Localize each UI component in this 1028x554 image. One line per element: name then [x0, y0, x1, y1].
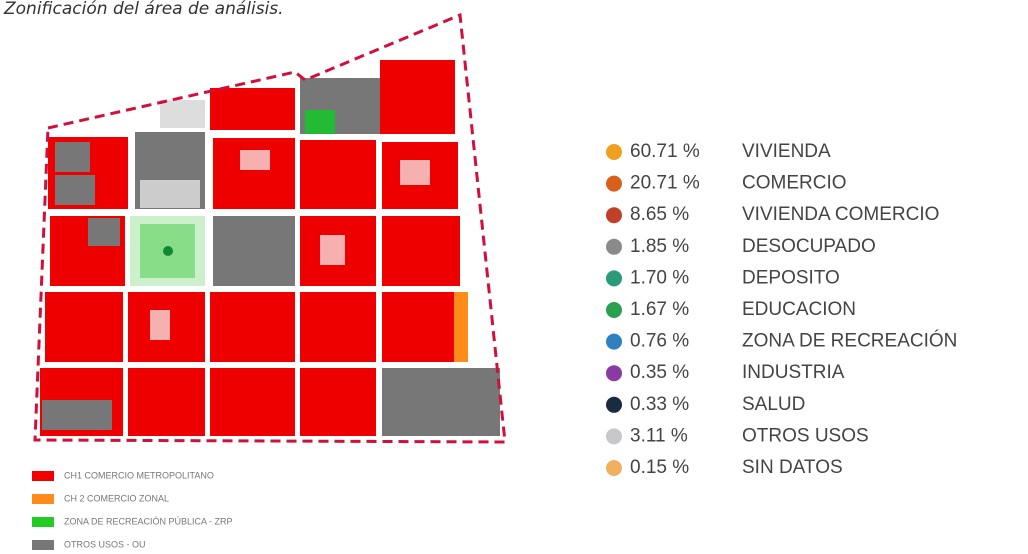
use-label: OTROS USOS — [742, 425, 869, 446]
blocks — [40, 60, 500, 436]
swatch — [32, 471, 54, 481]
dot — [606, 207, 622, 224]
swatch — [32, 540, 54, 550]
use-label: INDUSTRIA — [742, 362, 845, 383]
zoning-label: CH1 COMERCIO METROPOLITANO — [64, 470, 214, 480]
title: Zonificación del área de análisis. — [3, 0, 284, 19]
percent: 1.67 % — [630, 299, 689, 320]
use-label: DESOCUPADO — [742, 236, 876, 257]
swatch — [32, 517, 54, 527]
percent: 1.85 % — [630, 236, 689, 257]
dot — [606, 302, 622, 318]
use-label: DEPOSITO — [742, 267, 840, 288]
use-label: COMERCIO — [742, 173, 847, 194]
dot — [606, 428, 622, 445]
percent: 60.71 % — [630, 141, 700, 162]
land-use-legend: 60.71 % VIVIENDA 20.71 % COMERCIO 8.65 % VIVI… — [606, 141, 957, 478]
dot — [606, 270, 622, 287]
dot — [606, 365, 622, 382]
dot — [606, 460, 622, 476]
zoning-label: CH 2 COMERCIO ZONAL — [64, 493, 169, 503]
use-label: ZONA DE RECREACIÓN — [742, 330, 957, 352]
zoning-legend: CH1 COMERCIO METROPOLITANO CH 2 COMERCIO … — [32, 470, 233, 550]
percent: 8.65 % — [630, 204, 689, 225]
percent: 0.35 % — [630, 362, 689, 383]
percent: 0.76 % — [630, 331, 689, 352]
dot — [606, 238, 622, 255]
use-label: VIVIENDA COMERCIO — [742, 204, 939, 225]
zoning-label: ZONA DE RECREACIÓN PÚBLICA - ZRP — [64, 516, 233, 526]
zoning-label: OTROS USOS - OU — [64, 539, 146, 549]
swatch — [32, 494, 54, 504]
dot — [606, 333, 622, 350]
use-label: VIVIENDA — [742, 141, 831, 162]
use-label: SALUD — [742, 394, 805, 415]
dot — [606, 144, 622, 160]
use-label: SIN DATOS — [742, 457, 843, 478]
percent: 1.70 % — [630, 267, 689, 288]
percent: 3.11 % — [630, 425, 688, 446]
dot — [606, 175, 622, 192]
map — [33, 12, 507, 444]
percent: 20.71 % — [630, 173, 700, 194]
use-label: EDUCACION — [742, 299, 856, 320]
percent: 0.33 % — [630, 394, 689, 415]
dot — [606, 396, 622, 413]
boundary — [33, 12, 507, 444]
percent: 0.15 % — [630, 457, 689, 478]
